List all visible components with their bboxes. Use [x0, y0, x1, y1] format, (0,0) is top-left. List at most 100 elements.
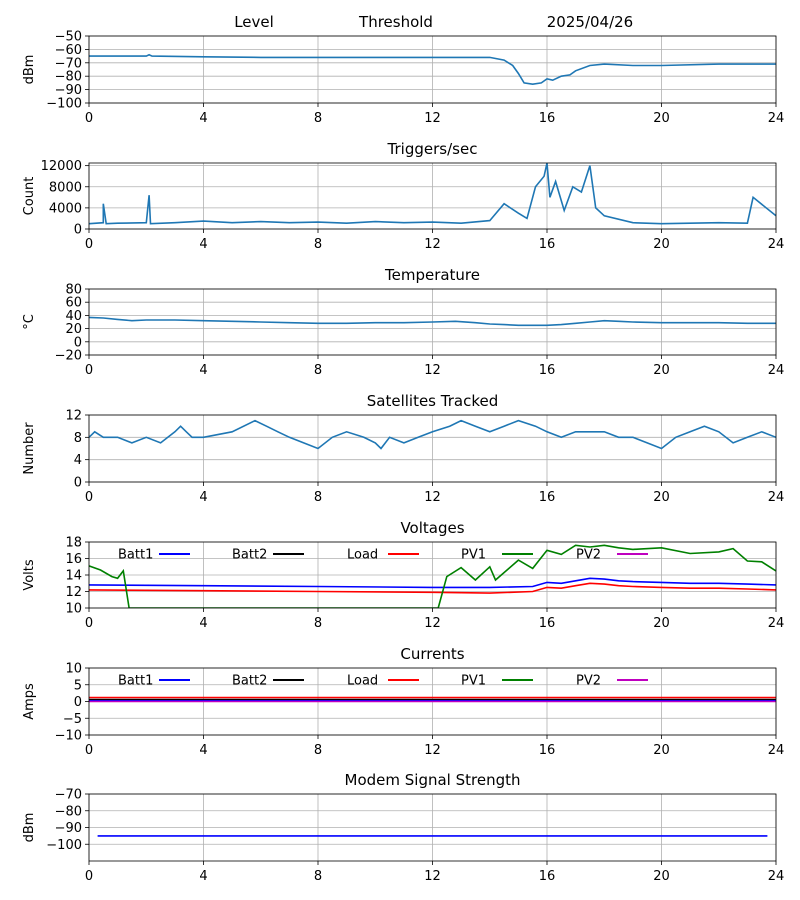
chart-title: Satellites Tracked	[367, 392, 498, 410]
chart-panel-4: 0 4 8 12 16 20 24 0 4 8 12 Satellites Tracked Number	[22, 392, 784, 505]
x-tick-label: 0	[85, 363, 93, 378]
x-tick-label: 20	[653, 490, 670, 505]
x-tick-label: 8	[314, 363, 322, 378]
x-tick-label: 12	[424, 111, 441, 126]
y-tick-label: 0	[74, 695, 82, 710]
chart-panel-7: 0 4 8 12 16 20 24 −70−80 −90 −100 Modem Signal Str…	[22, 771, 784, 884]
y-tick-label: −10	[55, 729, 82, 744]
x-tick-label: 12	[424, 869, 441, 884]
x-tick-label: 4	[199, 237, 207, 252]
header-date: 2025/04/26	[547, 13, 633, 31]
series-line-load	[89, 582, 776, 594]
x-tick-label: 16	[539, 363, 556, 378]
y-tick-label: −100	[46, 838, 82, 853]
x-tick-label: 4	[199, 363, 207, 378]
y-tick-label: −70	[55, 56, 82, 71]
header-threshold-label: Threshold	[358, 13, 433, 31]
y-tick-label: 8000	[49, 180, 82, 195]
y-axis-label: Amps	[22, 683, 37, 720]
x-tick-label: 16	[539, 111, 556, 126]
x-tick-label: 24	[768, 237, 785, 252]
x-tick-label: 8	[314, 111, 322, 126]
x-tick-label: 24	[768, 111, 785, 126]
y-tick-label: 12	[65, 409, 82, 424]
series-line-pv1	[89, 544, 776, 608]
y-axis-label: Volts	[22, 559, 37, 591]
x-tick-label: 12	[424, 490, 441, 505]
legend-label: PV1	[461, 674, 486, 689]
y-tick-label: 80	[65, 283, 82, 298]
x-tick-label: 4	[199, 490, 207, 505]
legend-label: PV1	[461, 548, 486, 563]
y-tick-label: 60	[65, 296, 82, 311]
y-axis-label: °C	[22, 314, 37, 330]
y-tick-label: 8	[74, 431, 82, 446]
x-tick-label: 24	[768, 869, 785, 884]
legend-label: Load	[347, 548, 378, 563]
y-tick-label: −80	[55, 804, 82, 819]
x-tick-label: 16	[539, 869, 556, 884]
x-tick-label: 16	[539, 490, 556, 505]
chart-title: Triggers/sec	[387, 140, 478, 158]
x-tick-label: 16	[539, 237, 556, 252]
y-tick-label: 4	[74, 453, 82, 468]
x-tick-label: 4	[199, 743, 207, 758]
x-tick-label: 20	[653, 237, 670, 252]
chart-title: Modem Signal Strength	[345, 771, 521, 789]
y-tick-label: 10	[65, 602, 82, 617]
y-tick-label: 40	[65, 309, 82, 324]
y-tick-label: 4000	[49, 201, 82, 216]
y-tick-label: −20	[55, 349, 82, 364]
legend-label: Batt1	[118, 548, 153, 563]
x-tick-label: 24	[768, 490, 785, 505]
x-tick-label: 4	[199, 869, 207, 884]
chart-title: Temperature	[384, 266, 480, 284]
x-tick-label: 8	[314, 237, 322, 252]
chart-panel-2: 0 4 8 12 16 20 24 0 4000 8000 12000 Triggers/sec Cou…	[22, 140, 784, 252]
y-tick-label: −90	[55, 83, 82, 98]
y-tick-label: −50	[55, 30, 82, 45]
x-tick-label: 20	[653, 363, 670, 378]
x-tick-label: 8	[314, 490, 322, 505]
y-tick-label: 10	[65, 662, 82, 677]
x-tick-label: 0	[85, 490, 93, 505]
x-tick-label: 16	[539, 616, 556, 631]
series-line-batt1	[89, 577, 776, 589]
x-tick-label: 20	[653, 111, 670, 126]
y-axis-label: dBm	[22, 55, 37, 85]
y-tick-label: 16	[65, 552, 82, 567]
chart-panel-6: 0 4 8 12 16 20 24 105 0 −5 −10 Currents Amps Batt1 Bat…	[22, 645, 784, 758]
x-tick-label: 24	[768, 743, 785, 758]
y-axis-label: Number	[22, 422, 37, 475]
legend-label: Batt2	[232, 548, 267, 563]
series-line	[89, 163, 776, 225]
y-tick-label: −90	[55, 821, 82, 836]
x-tick-label: 20	[653, 616, 670, 631]
x-tick-label: 8	[314, 616, 322, 631]
x-tick-label: 8	[314, 869, 322, 884]
y-tick-label: 18	[65, 536, 82, 551]
chart-title: Currents	[400, 645, 464, 663]
x-tick-label: 20	[653, 743, 670, 758]
y-tick-label: 12000	[41, 159, 82, 174]
header-level-label: Level	[234, 13, 274, 31]
legend-label: Batt2	[232, 674, 267, 689]
x-tick-label: 0	[85, 743, 93, 758]
y-tick-label: 12	[65, 585, 82, 600]
y-tick-label: 20	[65, 322, 82, 337]
x-tick-label: 0	[85, 237, 93, 252]
chart-panel-1: 0 4 8 12 16 20 24 −50−60−70−80−90−100 dBm	[22, 30, 784, 127]
x-tick-label: 4	[199, 111, 207, 126]
chart-title: Voltages	[400, 519, 464, 537]
legend-label: Load	[347, 674, 378, 689]
legend-label: Batt1	[118, 674, 153, 689]
y-tick-label: −70	[55, 788, 82, 803]
y-tick-label: −80	[55, 70, 82, 85]
x-tick-label: 20	[653, 869, 670, 884]
x-tick-label: 12	[424, 363, 441, 378]
x-tick-label: 12	[424, 616, 441, 631]
x-tick-label: 0	[85, 111, 93, 126]
